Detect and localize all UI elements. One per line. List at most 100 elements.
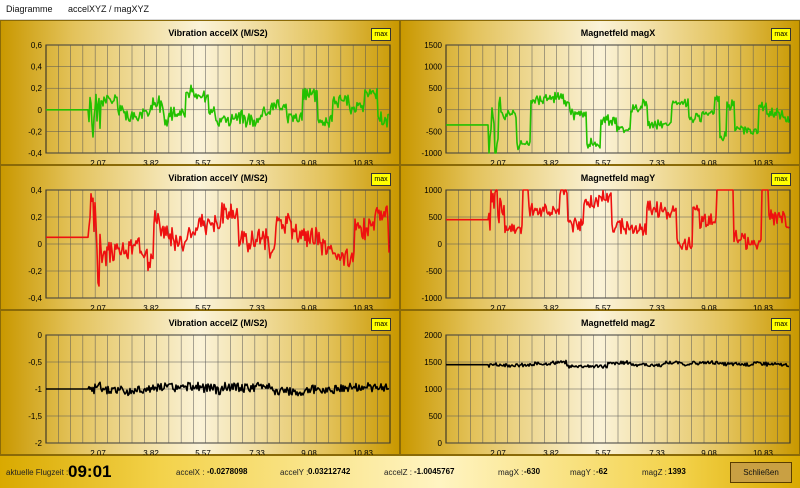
chart-accely: Vibration accelY (M/S2) 0,4 0,2 0 -0,2 -0,4 2,… (28, 173, 391, 313)
flugzeit-value: 09:01 (68, 462, 112, 481)
chart-title: Magnetfeld magY (581, 173, 656, 183)
y-tick-label: 0 (438, 439, 443, 448)
magz-label: magZ : (642, 468, 667, 477)
y-tick-label: 1000 (424, 186, 442, 195)
y-tick-label: 500 (429, 213, 443, 222)
magy-label: magY : (570, 468, 596, 477)
chart-magy: Magnetfeld magY 1000 500 0 -500 -1000 2,07 3,82… (422, 173, 791, 313)
y-tick-label: 1000 (424, 63, 442, 72)
x-tick-label: 9,08 (301, 449, 317, 458)
chart-title: Vibration accelX (M/S2) (168, 28, 267, 38)
x-tick-label: 7,33 (649, 159, 665, 168)
accelx-label: accelX : (176, 468, 205, 477)
tab-accel-mag[interactable]: accelXYZ / magXYZ (68, 4, 150, 14)
y-tick-label: -2 (35, 439, 43, 448)
y-tick-label: 0,6 (31, 41, 43, 50)
y-tick-label: 0,2 (31, 213, 43, 222)
tab-diagramme[interactable]: Diagramme (6, 4, 53, 14)
y-tick-label: -1000 (422, 149, 443, 158)
chart-panel-magx: Magnetfeld magX 1500 1000 500 0 -500 -1000 2,07… (400, 20, 800, 168)
y-tick-label: -1 (35, 385, 43, 394)
x-tick-label: 10,83 (353, 304, 374, 313)
y-tick-label: -0,4 (28, 294, 42, 303)
y-tick-label: 1500 (424, 358, 442, 367)
x-tick-label: 5,57 (195, 304, 211, 313)
x-tick-label: 9,08 (301, 304, 317, 313)
x-tick-label: 10,83 (353, 449, 374, 458)
chart-magx: Magnetfeld magX 1500 1000 500 0 -500 -1000 2,07… (422, 28, 791, 168)
x-tick-label: 3,82 (143, 159, 159, 168)
max-button-accelx[interactable]: max (371, 28, 391, 41)
menu-bar: Diagramme accelXYZ / magXYZ (0, 0, 800, 20)
x-tick-label: 5,57 (595, 449, 611, 458)
max-button-magx[interactable]: max (771, 28, 791, 41)
x-tick-label: 9,08 (701, 449, 717, 458)
signal-trace (46, 381, 390, 397)
chart-panel-magy: Magnetfeld magY 1000 500 0 -500 -1000 2,07 3,82… (400, 165, 800, 313)
y-tick-label: -0,2 (28, 267, 42, 276)
magy-value: -62 (596, 467, 608, 476)
max-button-accely[interactable]: max (371, 173, 391, 186)
x-tick-label: 9,08 (701, 159, 717, 168)
x-tick-label: 2,07 (490, 449, 506, 458)
x-tick-label: 10,83 (753, 304, 774, 313)
y-tick-label: 0,4 (31, 63, 43, 72)
y-tick-label: 0,4 (31, 186, 43, 195)
chart-accelz: Vibration accelZ (M/S2) 0 -0,5 -1 -1,5 -2 2,07… (28, 318, 391, 458)
y-tick-label: -1000 (422, 294, 443, 303)
y-tick-label: 0 (438, 106, 443, 115)
y-tick-label: 500 (429, 412, 443, 421)
signal-trace (446, 359, 789, 369)
y-tick-label: 0 (38, 240, 43, 249)
y-tick-label: -0,4 (28, 149, 42, 158)
x-tick-label: 2,07 (490, 304, 506, 313)
max-button-accelz[interactable]: max (371, 318, 391, 331)
max-button-magz[interactable]: max (771, 318, 791, 331)
x-tick-label: 7,33 (249, 449, 265, 458)
x-tick-label: 7,33 (649, 449, 665, 458)
max-button-magy[interactable]: max (771, 173, 791, 186)
y-tick-label: -500 (426, 127, 443, 136)
accelz-value: -1.0045767 (414, 467, 455, 476)
chart-panel-accely: Vibration accelY (M/S2) 0,4 0,2 0 -0,2 -0,4 2,… (0, 165, 400, 313)
x-tick-label: 2,07 (90, 449, 106, 458)
chart-title: Vibration accelY (M/S2) (168, 173, 267, 183)
x-tick-label: 9,08 (301, 159, 317, 168)
y-tick-label: -1,5 (28, 412, 42, 421)
chart-title: Vibration accelZ (M/S2) (169, 318, 268, 328)
signal-trace (46, 192, 390, 287)
chart-title: Magnetfeld magZ (581, 318, 656, 328)
y-tick-label: 2000 (424, 331, 442, 340)
x-tick-label: 3,82 (543, 304, 559, 313)
chart-magz: Magnetfeld magZ 2000 1500 1000 500 0 2,07 3,82 5… (424, 318, 791, 458)
y-tick-label: 500 (429, 84, 443, 93)
signal-trace (446, 189, 790, 251)
x-tick-label: 2,07 (490, 159, 506, 168)
x-tick-label: 7,33 (249, 159, 265, 168)
x-tick-label: 7,33 (249, 304, 265, 313)
x-tick-label: 3,82 (143, 449, 159, 458)
y-tick-label: -0,5 (28, 358, 42, 367)
x-tick-label: 10,83 (353, 159, 374, 168)
magx-label: magX : (498, 468, 524, 477)
y-tick-label: 0 (38, 331, 43, 340)
x-tick-label: 10,83 (753, 449, 774, 458)
x-tick-label: 5,57 (595, 159, 611, 168)
chart-panel-accelx: Vibration accelX (M/S2) 0,6 0,4 0,2 0 -0,2 -0,… (0, 20, 400, 168)
x-tick-label: 5,57 (195, 159, 211, 168)
y-tick-label: 1000 (424, 385, 442, 394)
accelx-value: -0.0278098 (207, 467, 248, 476)
close-button[interactable]: Schließen (730, 462, 792, 483)
flugzeit-label: aktuelle Flugzeit : (6, 468, 69, 477)
magz-value: 1393 (668, 467, 686, 476)
accely-label: accelY : (280, 468, 309, 477)
chart-panel-magz: Magnetfeld magZ 2000 1500 1000 500 0 2,07 3,82 5… (400, 310, 800, 458)
x-tick-label: 5,57 (195, 449, 211, 458)
x-tick-label: 2,07 (90, 159, 106, 168)
chart-accelx: Vibration accelX (M/S2) 0,6 0,4 0,2 0 -0,2 -0,… (28, 28, 391, 168)
x-tick-label: 3,82 (543, 159, 559, 168)
y-tick-label: 0 (38, 106, 43, 115)
signal-trace (46, 84, 390, 138)
chart-panel-accelz: Vibration accelZ (M/S2) 0 -0,5 -1 -1,5 -2 2,07… (0, 310, 400, 458)
x-tick-label: 9,08 (701, 304, 717, 313)
